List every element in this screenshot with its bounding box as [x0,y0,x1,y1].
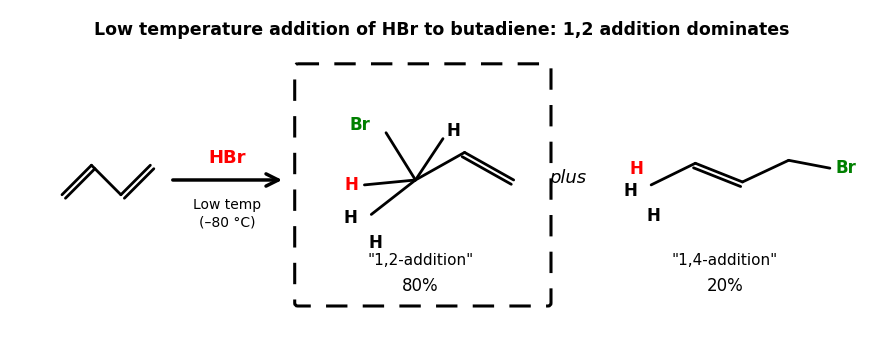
Text: H: H [447,122,461,140]
Text: HBr: HBr [209,149,246,167]
Text: "1,2-addition": "1,2-addition" [367,253,474,268]
Text: H: H [344,209,357,227]
Text: Low temp: Low temp [193,198,261,212]
Text: Br: Br [835,159,857,177]
Text: Br: Br [349,116,370,134]
Text: Low temperature addition of HBr to butadiene: 1,2 addition dominates: Low temperature addition of HBr to butad… [95,21,789,39]
Text: 20%: 20% [706,277,743,295]
Text: H: H [646,207,660,224]
Text: "1,4-addition": "1,4-addition" [672,253,778,268]
Text: (–80 °C): (–80 °C) [199,216,255,229]
Text: H: H [629,160,644,178]
Text: plus: plus [549,169,586,187]
Text: H: H [369,234,382,252]
Text: 80%: 80% [402,277,438,295]
Text: H: H [623,182,637,200]
Text: H: H [345,176,359,194]
